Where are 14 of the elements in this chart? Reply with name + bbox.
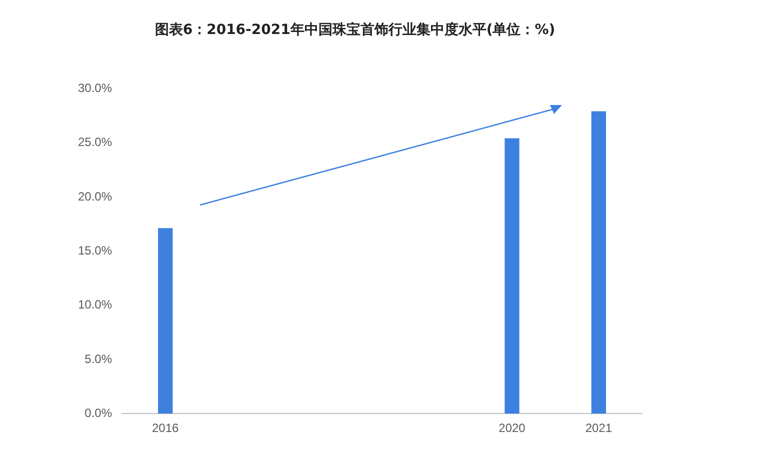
x-tick-label: 2020 <box>498 421 526 436</box>
y-tick-label: 0.0% <box>84 406 112 420</box>
y-tick-label: 10.0% <box>78 298 112 312</box>
y-tick-label: 15.0% <box>78 244 112 258</box>
y-tick-label: 5.0% <box>84 352 112 366</box>
x-tick-label: 2021 <box>585 421 612 436</box>
chart-title: 图表6：2016-2021年中国珠宝首饰行业集中度水平(单位：%) <box>154 21 556 38</box>
x-tick-label: 2016 <box>152 421 180 436</box>
y-tick-label: 20.0% <box>78 189 112 204</box>
bar <box>504 138 520 414</box>
y-tick-label: 30.0% <box>78 81 112 96</box>
bar <box>158 228 173 414</box>
y-tick-label: 25.0% <box>78 135 112 150</box>
bar <box>591 111 606 414</box>
